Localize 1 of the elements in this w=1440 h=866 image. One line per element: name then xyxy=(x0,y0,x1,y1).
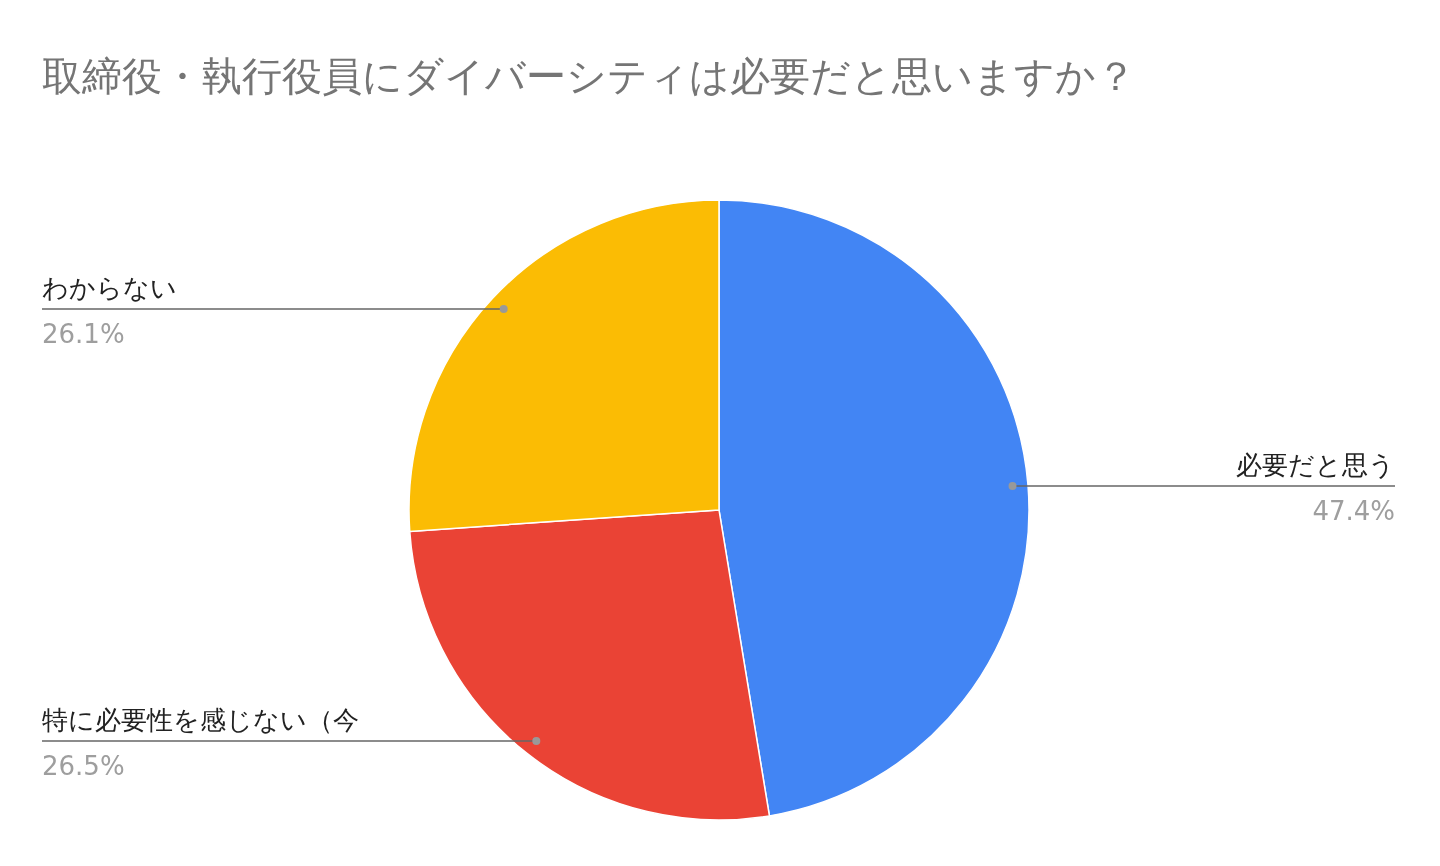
title: 取締役・執行役員にダイバーシティは必要だと思いますか？ xyxy=(42,53,1136,99)
